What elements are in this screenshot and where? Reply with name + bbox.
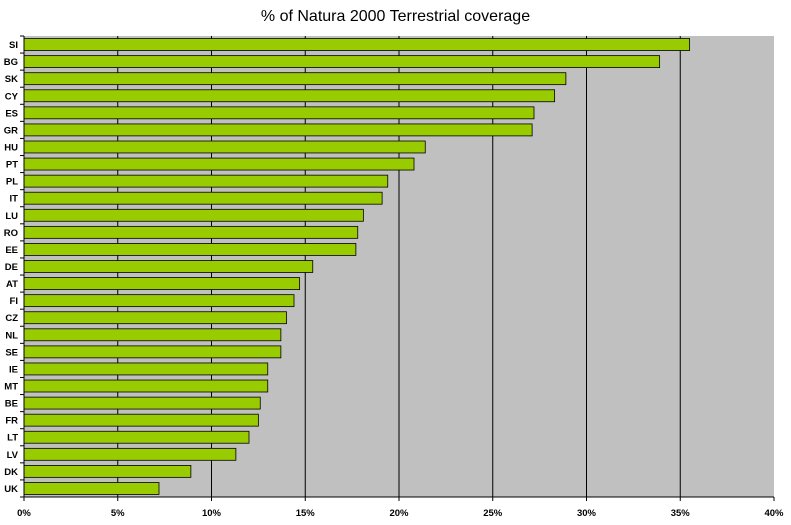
y-tick-label: GR	[4, 125, 18, 136]
x-tick-label: 25%	[483, 508, 503, 519]
y-tick-label: NL	[5, 330, 18, 341]
x-tick-label: 15%	[296, 508, 316, 519]
y-tick-label: LT	[7, 433, 18, 444]
bar-se	[23, 345, 282, 359]
bar-hu	[23, 140, 426, 154]
bar-cy	[23, 89, 556, 103]
y-tick-label: SE	[5, 347, 18, 358]
bar-bg	[23, 55, 661, 68]
y-tick-label: MT	[4, 382, 18, 393]
bar-mt	[23, 379, 269, 393]
y-tick-label: HU	[4, 142, 18, 153]
y-tick-label: PL	[6, 177, 18, 188]
y-tick-label: IE	[9, 364, 18, 375]
y-tick-label: DK	[4, 467, 18, 478]
y-axis: SI BG SK CY ES GR HU PT PL IT LU RO EE DE AT FI CZ NL SE IE…	[4, 35, 25, 498]
y-tick-label: EE	[5, 245, 18, 256]
y-tick-label: PT	[6, 160, 18, 171]
bar-ro	[23, 225, 359, 239]
bar-lu	[23, 208, 364, 222]
y-tick-label: SI	[9, 40, 18, 51]
y-tick-label: AT	[6, 279, 18, 290]
y-tick-label: LU	[5, 211, 18, 222]
bar-ee	[23, 243, 357, 256]
bar-nl	[23, 328, 282, 342]
x-tick-label: 35%	[671, 508, 691, 519]
bar-it	[23, 191, 383, 205]
bar-es	[23, 106, 535, 120]
y-tick-label: UK	[4, 484, 18, 495]
x-tick-label: 5%	[111, 508, 125, 519]
y-tick-label: IT	[10, 194, 19, 205]
bar-pl	[23, 174, 389, 188]
bar-pt	[23, 157, 415, 171]
y-tick-label: CY	[5, 91, 19, 102]
bar-dk	[23, 465, 192, 478]
y-tick-label: RO	[4, 228, 18, 239]
bar-fr	[23, 413, 259, 427]
y-tick-label: FI	[10, 296, 18, 307]
bars	[23, 38, 691, 495]
y-tick-label: LV	[7, 450, 19, 461]
y-tick-label: SK	[5, 74, 18, 85]
x-tick-label: 0%	[17, 508, 31, 519]
bar-at	[23, 277, 301, 290]
y-tick-label: FR	[5, 416, 18, 427]
bar-si	[23, 38, 691, 51]
x-tick-label: 30%	[577, 508, 597, 519]
bar-fi	[23, 294, 295, 308]
bar-lv	[23, 447, 237, 461]
bar-gr	[23, 123, 533, 137]
y-tick-label: BG	[4, 57, 18, 68]
y-tick-label: CZ	[5, 313, 18, 324]
bar-sk	[23, 72, 567, 86]
bar-ie	[23, 362, 269, 376]
y-tick-label: ES	[5, 108, 18, 119]
x-axis: 0% 5% 10% 15% 20% 25% 30% 35% 40%	[17, 496, 784, 519]
y-tick-label: DE	[5, 262, 18, 273]
x-tick-label: 10%	[202, 508, 222, 519]
bar-be	[23, 396, 261, 410]
bar-uk	[23, 482, 160, 495]
bar-de	[23, 260, 314, 273]
x-tick-label: 40%	[764, 508, 784, 519]
y-tick-label: BE	[5, 399, 18, 410]
chart-title: % of Natura 2000 Terrestrial coverage	[260, 8, 531, 25]
x-tick-label: 20%	[389, 508, 409, 519]
bar-cz	[23, 311, 287, 325]
bar-lt	[23, 430, 250, 444]
